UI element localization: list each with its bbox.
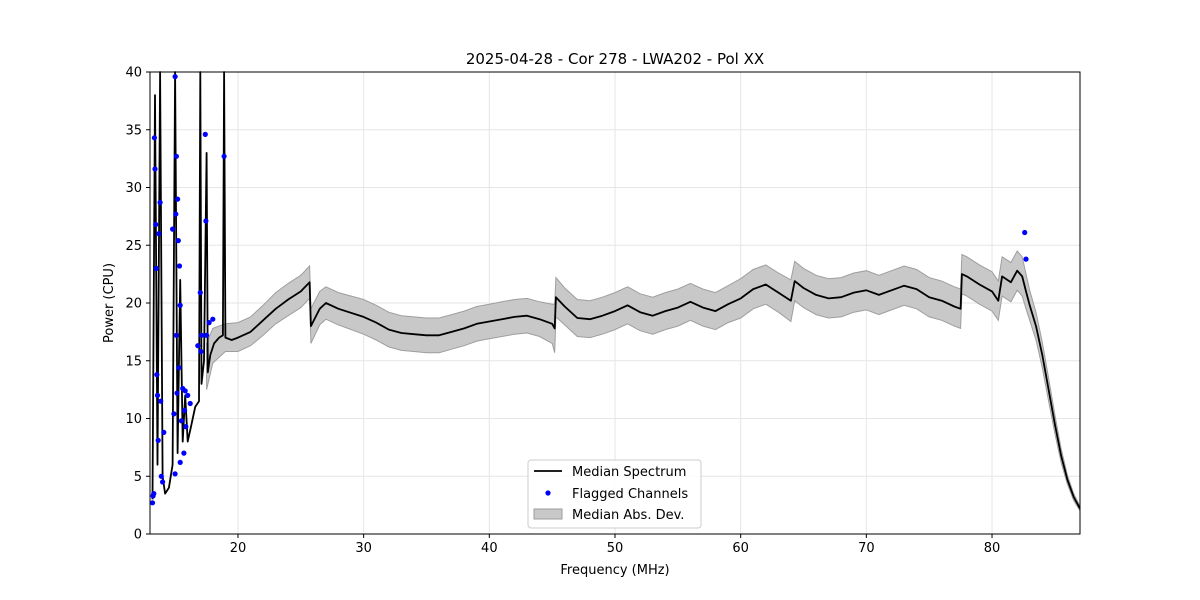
flagged-points-layer [149,74,1029,506]
y-tick-label: 30 [125,181,142,196]
flagged-channel-point [158,473,164,479]
chart-title: 2025-04-28 - Cor 278 - LWA202 - Pol XX [466,50,764,68]
x-tick-label: 70 [858,541,875,556]
y-tick-label: 20 [125,297,142,312]
y-axis-label: Power (CPU) [102,263,117,343]
median-line-layer [151,71,1081,510]
flagged-channel-point [187,400,193,407]
flagged-channel-point [185,392,191,398]
legend-mad-swatch [533,508,563,520]
y-tick-label: 25 [125,239,142,254]
flagged-channel-point [173,332,179,338]
flagged-channel-point [173,153,179,159]
flagged-channel-point [1023,256,1029,262]
flagged-channel-point [204,332,210,338]
y-tick-label: 15 [125,354,142,369]
flagged-channel-point [157,199,163,206]
flagged-channel-point [172,471,178,477]
x-axis-label: Frequency (MHz) [560,563,669,578]
flagged-channel-point [149,500,156,506]
x-tick-label: 20 [230,541,247,556]
flagged-channel-point [151,135,157,141]
flagged-channel-point [221,153,227,159]
flagged-channel-point [172,74,178,80]
flagged-channel-point [160,479,166,485]
flagged-channel-point [156,231,162,237]
flagged-channel-point [154,372,160,378]
flagged-channel-point [197,290,203,296]
flagged-channel-point [206,320,212,326]
flagged-channel-point [198,332,205,338]
x-tick-label: 80 [984,541,1001,556]
legend-flagged-swatch [545,490,551,496]
flagged-channel-point [177,459,183,465]
flagged-channel-point [173,211,179,217]
flagged-channel-point [175,238,181,244]
flagged-channel-point [151,491,157,497]
flagged-channel-point [198,348,204,355]
y-tick-label: 35 [125,123,142,138]
flagged-channel-point [178,418,184,424]
legend-box [527,459,702,529]
flagged-channel-point [176,365,182,371]
x-axis-ticks: 20 30 40 50 60 70 80 [230,534,1001,556]
flagged-channel-point [158,398,164,404]
flagged-channel-point [175,196,181,202]
flagged-channel-point [155,437,161,443]
flagged-channel-point [182,388,188,394]
flagged-channel-point [182,407,188,413]
flagged-channel-point [183,424,189,430]
y-tick-label: 0 [134,528,142,543]
legend-mad-label: Median Abs. Dev. [572,508,684,523]
flagged-channel-point [202,131,208,137]
y-axis-ticks: 0 5 10 15 20 25 30 35 40 [125,66,150,543]
x-tick-label: 30 [355,541,372,556]
flagged-channel-point [170,226,176,232]
flagged-channel-point [154,392,161,398]
x-tick-label: 50 [607,541,624,556]
flagged-channel-point [203,218,209,224]
flagged-channel-point [152,166,158,172]
flagged-channel-point [177,302,183,308]
y-tick-label: 10 [125,412,142,427]
y-tick-label: 40 [125,66,142,81]
flagged-channel-point [176,263,183,269]
x-tick-label: 60 [732,541,749,556]
flagged-channel-point [181,450,187,456]
flagged-channel-point [1022,229,1028,236]
y-tick-label: 5 [134,470,142,485]
flagged-channel-point [153,265,159,271]
flagged-channel-point [210,316,216,322]
legend-median-label: Median Spectrum [572,465,686,480]
legend: Median Spectrum Flagged Channels Median … [527,459,702,529]
median-spectrum-line [151,71,1081,510]
legend-flagged-label: Flagged Channels [572,487,688,502]
flagged-channel-point [195,343,201,349]
flagged-channel-point [171,411,177,417]
flagged-channel-point [174,390,180,396]
x-tick-label: 40 [481,541,498,556]
flagged-channel-point [161,429,167,435]
flagged-channel-point [153,221,159,228]
